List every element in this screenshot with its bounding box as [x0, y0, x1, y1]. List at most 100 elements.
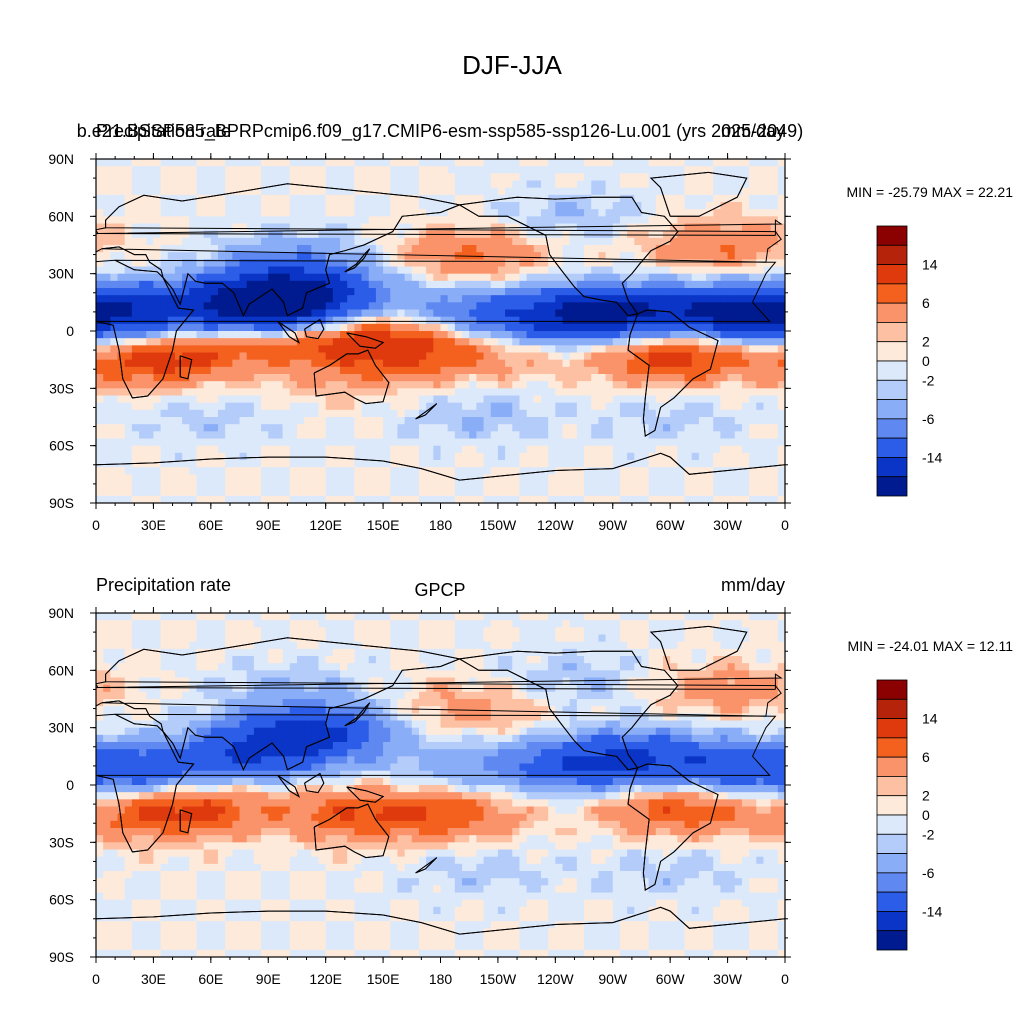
field-cell	[462, 438, 470, 447]
field-cell	[519, 202, 528, 210]
field-cell	[304, 338, 312, 346]
field-cell	[720, 474, 729, 483]
field-cell	[454, 331, 463, 339]
field-cell	[218, 323, 226, 332]
field-cell	[562, 374, 571, 382]
field-cell	[368, 481, 377, 490]
field-cell	[763, 374, 772, 382]
field-cell	[576, 395, 585, 404]
field-cell	[426, 173, 434, 182]
field-cell	[225, 323, 233, 332]
field-cell	[713, 302, 722, 311]
field-cell	[684, 388, 693, 397]
field-cell	[584, 388, 592, 397]
field-cell	[447, 166, 456, 174]
field-cell	[706, 223, 714, 232]
field-cell	[332, 194, 341, 203]
field-cell	[540, 173, 549, 182]
field-cell	[189, 216, 198, 225]
field-cell	[691, 316, 700, 325]
field-cell	[756, 331, 765, 339]
field-cell	[239, 366, 248, 375]
field-cell	[275, 159, 284, 167]
field-cell	[203, 180, 212, 189]
field-cell	[160, 460, 169, 468]
field-cell	[490, 402, 499, 411]
field-cell	[641, 452, 650, 461]
field-cell	[677, 488, 686, 497]
field-cell	[727, 216, 736, 225]
field-cell	[648, 295, 657, 303]
field-cell	[103, 452, 111, 461]
field-cell	[483, 295, 492, 303]
y-tick-label: 30S	[49, 380, 74, 396]
field-cell	[497, 481, 506, 490]
field-cell	[103, 194, 111, 203]
field-cell	[469, 280, 477, 289]
field-cell	[340, 309, 348, 318]
field-cell	[777, 374, 785, 382]
field-cell	[598, 352, 607, 361]
field-cell	[454, 402, 463, 411]
field-cell	[397, 159, 406, 167]
field-cell	[684, 338, 693, 346]
field-cell	[598, 445, 607, 454]
field-cell	[555, 445, 564, 454]
field-cell	[584, 488, 592, 497]
field-cell	[777, 180, 785, 189]
field-cell	[770, 445, 779, 454]
field-cell	[662, 338, 671, 346]
field-cell	[741, 452, 750, 461]
field-cell	[462, 259, 470, 268]
field-cell	[469, 223, 477, 232]
field-cell	[684, 381, 693, 389]
field-cell	[347, 302, 355, 311]
field-cell	[627, 374, 635, 382]
field-cell	[146, 288, 155, 296]
field-cell	[196, 331, 205, 339]
field-cell	[218, 245, 226, 253]
field-cell	[569, 237, 578, 246]
field-cell	[720, 223, 729, 232]
field-cell	[670, 309, 678, 318]
field-cell	[182, 431, 190, 440]
field-cell	[713, 316, 722, 325]
field-cell	[397, 295, 406, 303]
field-cell	[304, 223, 312, 232]
field-cell	[540, 366, 549, 375]
field-cell	[706, 316, 714, 325]
field-cell	[210, 252, 219, 260]
field-cell	[706, 202, 714, 210]
field-cell	[261, 402, 269, 411]
field-cell	[325, 431, 334, 440]
field-cell	[96, 316, 104, 325]
field-cell	[526, 173, 535, 182]
field-cell	[720, 209, 729, 217]
field-cell	[325, 331, 334, 339]
field-cell	[433, 295, 442, 303]
field-cell	[117, 338, 126, 346]
field-cell	[584, 474, 592, 483]
field-cell	[562, 345, 571, 354]
field-cell	[655, 445, 664, 454]
field-cell	[584, 366, 592, 375]
field-cell	[462, 452, 470, 461]
field-cell	[390, 180, 399, 189]
field-cell	[174, 302, 183, 311]
field-cell	[131, 445, 140, 454]
field-cell	[411, 295, 420, 303]
field-cell	[591, 173, 599, 182]
field-cell	[641, 237, 650, 246]
field-cell	[110, 452, 119, 461]
field-cell	[440, 295, 449, 303]
field-cell	[146, 424, 155, 432]
field-cell	[749, 381, 757, 389]
field-cell	[246, 417, 255, 425]
field-cell	[526, 259, 535, 268]
field-cell	[490, 173, 499, 182]
field-cell	[282, 288, 291, 296]
field-cell	[627, 395, 635, 404]
field-cell	[160, 409, 169, 418]
field-cell	[526, 488, 535, 497]
field-cell	[96, 495, 104, 503]
